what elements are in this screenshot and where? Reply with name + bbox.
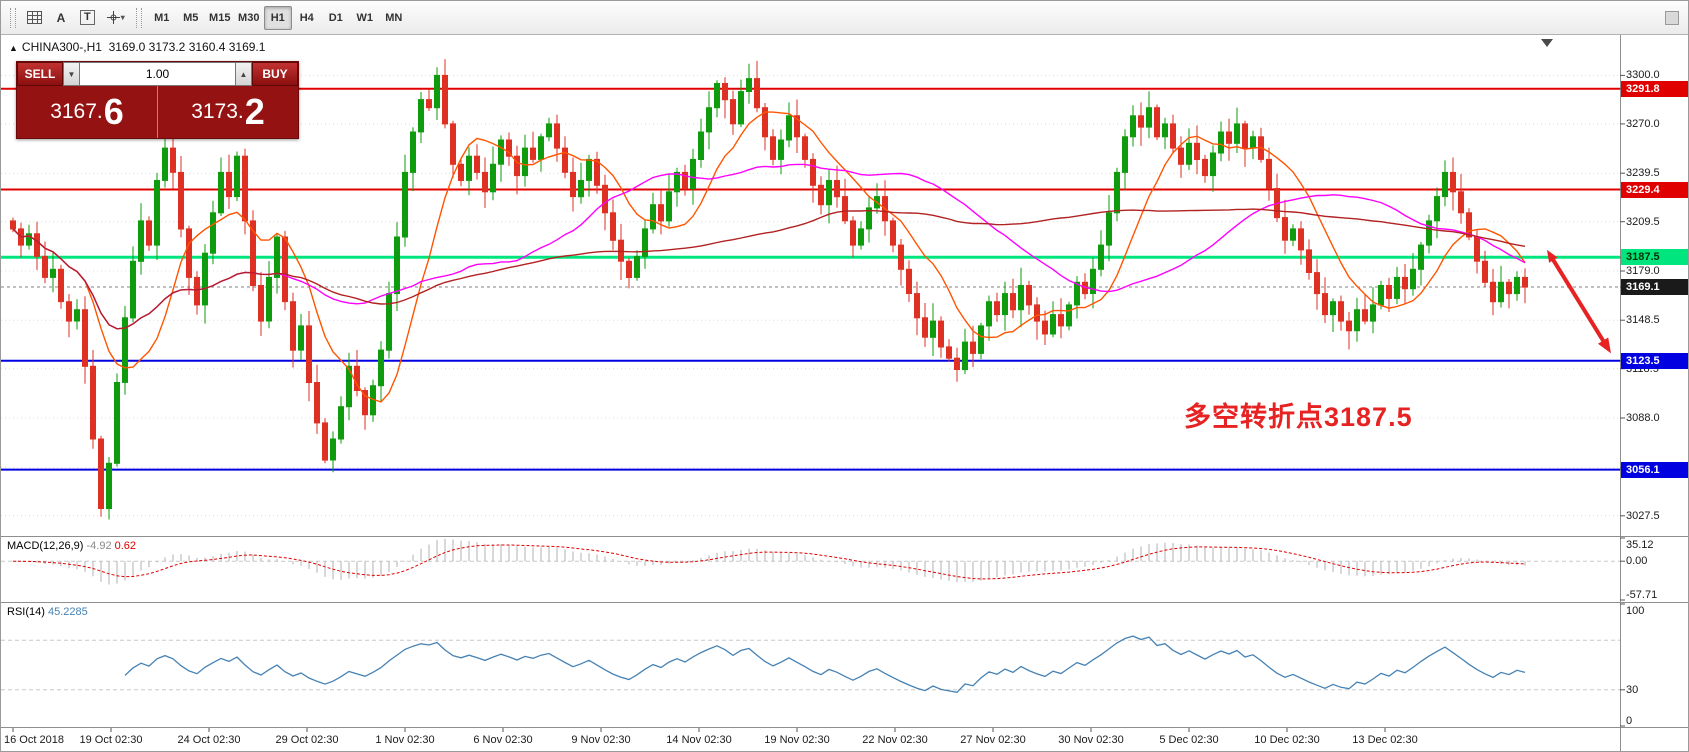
rsi-axis-label: 30 [1626, 683, 1639, 696]
time-axis-label: 1 Nov 02:30 [375, 734, 435, 746]
timeframe-button-h4[interactable]: H4 [299, 11, 314, 24]
toolbar-drag-handle[interactable] [135, 7, 142, 28]
toolbar: A T ▾ M1 M5 M15 M30 H1 H4 D1 W1 MN [1, 1, 1688, 35]
rsi-indicator-label: RSI(14) 45.2285 [7, 606, 88, 618]
price-tag-3229.4: 3229.4 [1621, 181, 1688, 198]
sell-price-pip: 6 [103, 91, 124, 132]
chart-shift-marker-icon [1541, 39, 1553, 47]
crosshair-icon [106, 11, 120, 24]
time-axis-label: 5 Dec 02:30 [1159, 734, 1219, 746]
buy-button[interactable]: BUY [252, 62, 298, 86]
label-tool-icon[interactable]: A [56, 10, 66, 25]
one-click-trading-panel: SELL ▼ ▲ BUY 3167.6 3173.2 [16, 61, 299, 139]
macd-indicator-label: MACD(12,26,9) -4.92 0.62 [7, 540, 136, 552]
rsi-name: RSI(14) [7, 606, 45, 618]
timeframe-button-m30[interactable]: M30 [238, 11, 260, 24]
chart-ohlc-text: CHINA300-,H1 3169.0 3173.2 3160.4 3169.1 [21, 40, 266, 54]
price-axis-label: 3148.5 [1626, 314, 1660, 327]
candles-layer [10, 59, 1528, 520]
volume-decrease-button[interactable]: ▼ [63, 62, 80, 86]
time-axis-label: 6 Nov 02:30 [473, 734, 533, 746]
price-tag-3056.1: 3056.1 [1621, 461, 1688, 478]
macd-name: MACD(12,26,9) [7, 540, 84, 552]
time-axis-label: 29 Oct 02:30 [275, 734, 339, 746]
price-axis-label: 3239.5 [1626, 167, 1660, 180]
price-axis-label: 3088.0 [1626, 412, 1660, 425]
time-axis-label: 19 Nov 02:30 [764, 734, 830, 746]
macd-signal-line [12, 544, 1526, 580]
macd-axis-label: 0.00 [1626, 555, 1648, 568]
sell-button[interactable]: SELL [17, 62, 63, 86]
chart-annotation-text: 多空转折点3187.5 [1184, 402, 1413, 432]
time-axis-label: 22 Nov 02:30 [862, 734, 928, 746]
price-axis-label: 3209.5 [1626, 215, 1660, 228]
time-axis-label: 14 Nov 02:30 [666, 734, 732, 746]
time-axis-label: 30 Nov 02:30 [1058, 734, 1124, 746]
time-axis-label: 13 Dec 02:30 [1352, 734, 1418, 746]
text-tool-glyph: T [80, 10, 95, 25]
rsi-line [124, 635, 1526, 693]
volume-increase-button[interactable]: ▲ [235, 62, 252, 86]
buy-price[interactable]: 3173. 2 [158, 86, 298, 138]
buy-price-pip: 2 [244, 91, 265, 132]
macd-signal-value: 0.62 [114, 540, 137, 552]
sell-price-main: 3167. [50, 100, 103, 123]
macd-axis-label: 35.12 [1626, 539, 1654, 551]
price-tag-3291.8: 3291.8 [1621, 80, 1688, 97]
timeframe-button-d1[interactable]: D1 [328, 11, 343, 24]
ma-10-line [12, 111, 1526, 403]
price-tag-3187.5: 3187.5 [1621, 249, 1688, 266]
price-axis-label: 3270.0 [1626, 117, 1660, 130]
rsi-value: 45.2285 [47, 606, 88, 618]
macd-main-value: -4.92 [86, 540, 112, 552]
ma-90-line [12, 208, 1526, 330]
price-tag-3123.5: 3123.5 [1621, 352, 1688, 369]
timeframe-button-m15[interactable]: M15 [209, 11, 231, 24]
rsi-axis-label: 100 [1626, 605, 1645, 617]
cursor-tool-icon[interactable]: ▾ [102, 6, 130, 30]
timeframe-toolbar: M1 M5 M15 M30 H1 H4 D1 W1 MN [148, 5, 408, 30]
macd-layer [12, 538, 1526, 585]
timeframe-button-h1[interactable]: H1 [263, 5, 292, 30]
time-axis-label: 10 Dec 02:30 [1254, 734, 1320, 746]
timeframe-button-m5[interactable]: M5 [183, 11, 199, 24]
price-tag-3169.1: 3169.1 [1621, 278, 1688, 295]
time-axis-label: 19 Oct 02:30 [79, 734, 143, 746]
grid-icon [27, 11, 42, 24]
timeframe-button-m1[interactable]: M1 [154, 11, 170, 24]
macd-axis-label: -57.71 [1626, 589, 1658, 601]
volume-stepper: ▼ ▲ [63, 62, 252, 86]
trend-arrow[interactable] [1547, 249, 1611, 354]
price-axis-label: 3300.0 [1626, 69, 1660, 82]
text-tool-icon[interactable]: T [75, 6, 100, 30]
toolbar-drag-handle[interactable] [10, 7, 16, 28]
time-axis-label: 16 Oct 2018 [4, 734, 64, 746]
timeframe-button-mn[interactable]: MN [385, 11, 403, 24]
buy-price-main: 3173. [191, 100, 244, 123]
volume-input[interactable] [80, 62, 235, 86]
grid-tool-icon[interactable] [22, 6, 47, 30]
time-axis-label: 9 Nov 02:30 [571, 734, 631, 746]
sell-price[interactable]: 3167. 6 [17, 86, 158, 138]
chart-ohlc-header: ▲ CHINA300-,H1 3169.0 3173.2 3160.4 3169.… [9, 40, 265, 54]
price-axis-label: 3179.0 [1626, 264, 1660, 277]
time-axis-label: 24 Oct 02:30 [177, 734, 241, 746]
toolbar-end-box[interactable] [1665, 10, 1679, 25]
rsi-axis-label: 0 [1626, 715, 1633, 727]
time-axis-label: 27 Nov 02:30 [960, 734, 1026, 746]
timeframe-button-w1[interactable]: W1 [356, 11, 374, 24]
price-axis-label: 3027.5 [1626, 509, 1660, 522]
chevron-down-icon: ▾ [120, 13, 125, 22]
symbol-marker-icon: ▲ [9, 43, 18, 53]
